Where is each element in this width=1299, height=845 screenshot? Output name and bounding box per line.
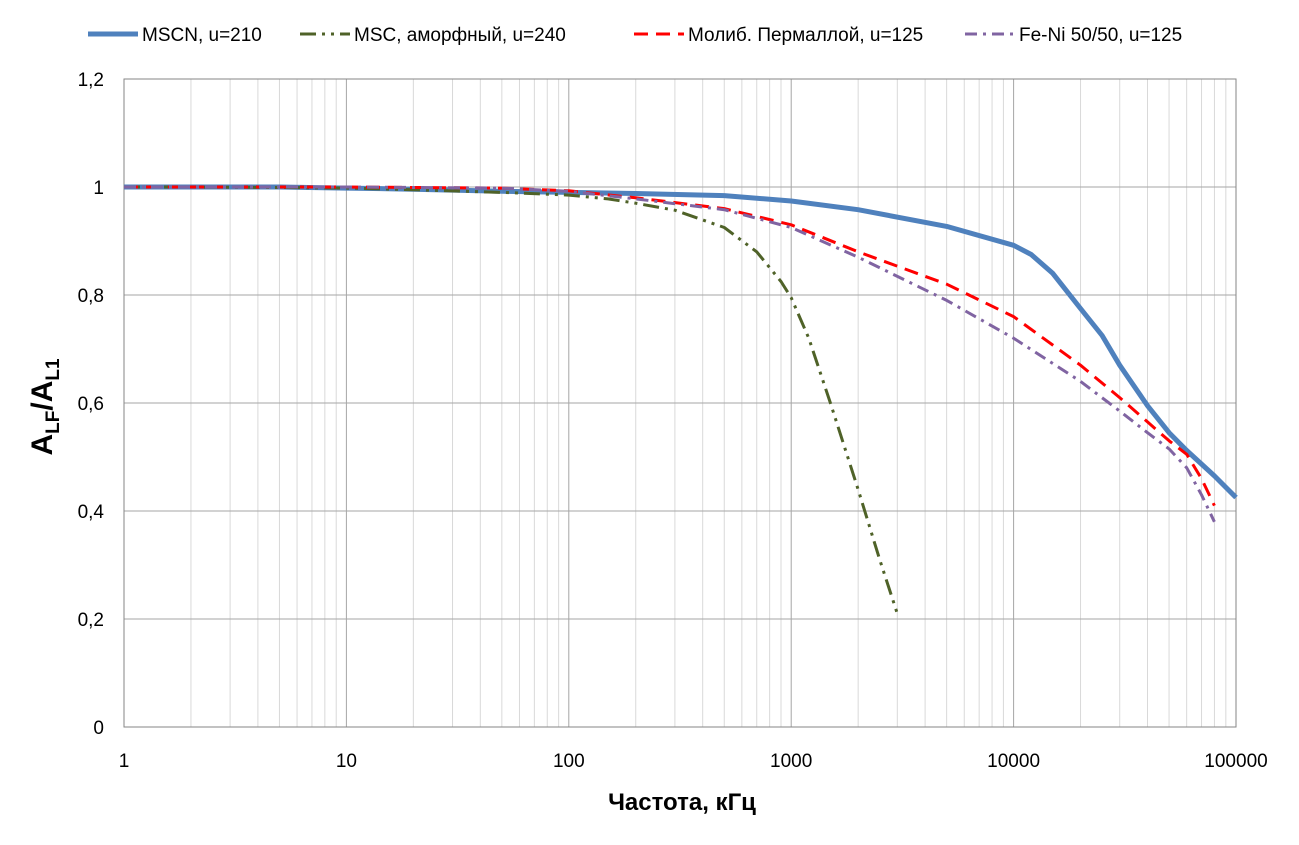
legend: MSCN, u=210 MSC, аморфный, u=240 Молиб. Пе…	[88, 25, 1182, 46]
series-group	[124, 184, 1238, 615]
y-axis-title-main: A	[26, 434, 59, 456]
series-line-1	[124, 184, 1238, 500]
x-tick-labels: 1 10 100 1000 10000 100000	[119, 751, 1268, 772]
x-tick-label: 1000	[770, 751, 812, 772]
x-axis-title: Частота, кГц	[608, 789, 756, 816]
x-tick-label: 100000	[1204, 751, 1267, 772]
y-axis-title: ALF/AL1	[26, 358, 64, 455]
legend-label-3: Молиб. Пермаллой, u=125	[688, 25, 923, 46]
major-grid	[123, 78, 1237, 728]
legend-label-2: MSC, аморфный, u=240	[354, 25, 566, 46]
y-tick-label: 1	[93, 178, 104, 199]
plot-frame	[123, 78, 1237, 728]
y-axis-title-slash: /A	[26, 381, 59, 411]
y-tick-label: 0,8	[78, 286, 104, 307]
x-tick-label: 10000	[987, 751, 1040, 772]
y-tick-labels: 0 0,2 0,4 0,6 0,8 1 1,2	[78, 70, 105, 739]
series-line-4	[124, 185, 1216, 523]
legend-label-1: MSCN, u=210	[142, 25, 262, 46]
y-tick-label: 0,2	[78, 610, 104, 631]
x-tick-label: 100	[553, 751, 585, 772]
series-line-3	[124, 185, 1216, 507]
y-tick-label: 0	[93, 718, 104, 739]
x-tick-label: 1	[119, 751, 130, 772]
y-tick-label: 0,6	[78, 394, 104, 415]
y-axis-title-sub1: LF	[43, 411, 64, 434]
x-tick-label: 10	[336, 751, 357, 772]
y-tick-label: 0,4	[78, 502, 105, 523]
y-axis-title-sub2: L1	[43, 358, 64, 381]
legend-label-4: Fe-Ni 50/50, u=125	[1019, 25, 1182, 46]
y-tick-label: 1,2	[78, 70, 104, 91]
